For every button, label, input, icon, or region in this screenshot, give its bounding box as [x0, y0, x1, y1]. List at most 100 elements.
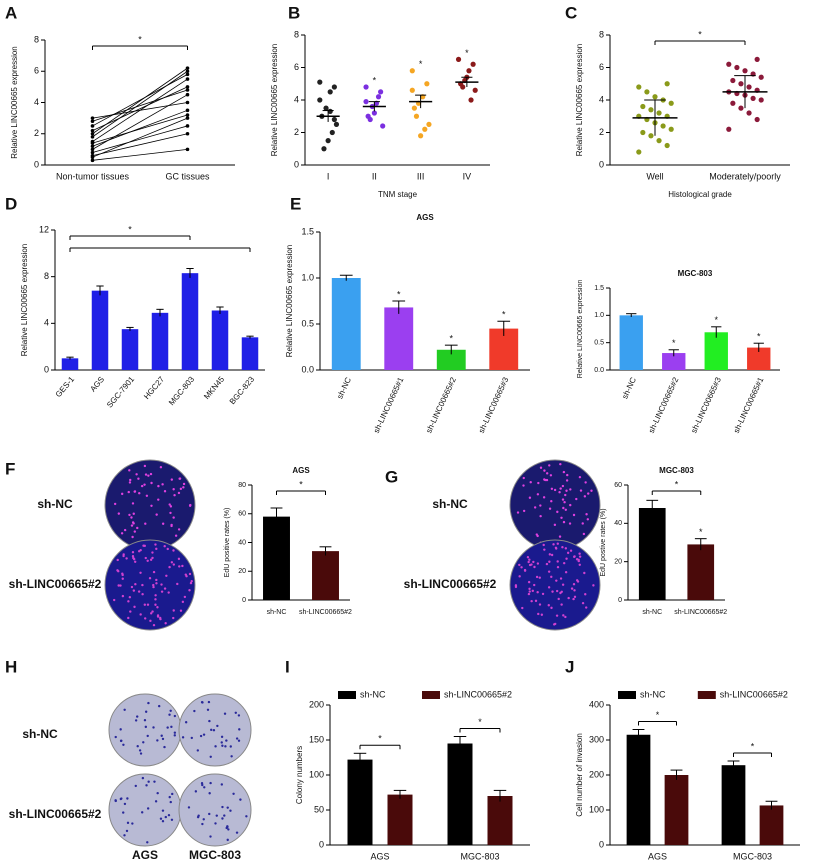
cell-dot [533, 583, 536, 587]
cell-dot [581, 601, 585, 605]
panel-letter: I [285, 657, 290, 676]
x-tick-label: sh-LINC00665#3 [689, 375, 723, 434]
cell-dot [128, 595, 132, 599]
cell-dot [156, 606, 159, 609]
cell-dot [516, 511, 520, 514]
cell-dot [154, 603, 157, 606]
cell-dot [123, 528, 127, 532]
cell-dot [141, 593, 144, 596]
y-tick-label: 1.5 [594, 285, 604, 292]
cell-dot [146, 603, 150, 606]
y-tick-label: 0.0 [594, 367, 604, 374]
cell-dot [161, 522, 165, 525]
cell-dot [564, 508, 568, 511]
cell-dot [119, 584, 122, 587]
cell-dot [547, 586, 551, 589]
point [331, 116, 337, 123]
cell-dot [155, 582, 158, 585]
cell-dot [154, 598, 157, 601]
y-tick-label: 2 [34, 128, 39, 138]
y-tick-label: 0.5 [594, 340, 604, 347]
cell-dot [172, 488, 175, 491]
cell-dot [586, 518, 590, 521]
cell-dot [548, 553, 552, 556]
x-tick-label: I [327, 171, 330, 181]
cell-dot [188, 589, 191, 592]
paired-line [92, 67, 188, 135]
cell-dot [549, 474, 553, 477]
cell-dot [572, 597, 575, 601]
point [644, 89, 650, 95]
cell-dot [170, 818, 174, 821]
point [648, 133, 654, 139]
point [367, 116, 373, 123]
cell-dot [177, 557, 181, 561]
bar [91, 290, 109, 370]
point [317, 97, 323, 103]
x-tick-label: II [372, 171, 377, 181]
dish-image [108, 773, 182, 847]
bar [662, 353, 686, 370]
cell-dot [550, 500, 553, 503]
point [418, 133, 424, 139]
cell-dot [558, 491, 561, 494]
cell-dot [562, 614, 565, 617]
paired-line [92, 70, 188, 138]
y-tick-label: 300 [589, 734, 604, 744]
point [185, 147, 190, 152]
point [185, 66, 190, 70]
point [664, 142, 670, 149]
bar [387, 794, 413, 845]
cell-dot [539, 504, 542, 507]
cell-dot [177, 528, 181, 531]
panel-letter: A [5, 3, 17, 22]
cell-dot [529, 480, 532, 484]
cell-dot [550, 575, 553, 579]
cell-dot [527, 592, 531, 596]
point [90, 153, 95, 158]
cell-dot [182, 482, 186, 486]
x-tick-label: sh-NC [642, 609, 662, 616]
y-tick-label: 1.0 [594, 312, 604, 319]
cell-dot [125, 829, 129, 833]
cell-dot [140, 811, 144, 814]
row-label: sh-NC [37, 497, 73, 511]
cell-dot [174, 534, 178, 537]
cell-dot [181, 600, 185, 604]
y-tick-label: 4 [34, 97, 39, 107]
y-tick-label: 8 [599, 29, 604, 39]
cell-dot [565, 557, 568, 560]
y-tick-label: 150 [309, 734, 324, 744]
cell-dot [181, 736, 185, 739]
cell-dot [187, 806, 191, 809]
panel-letter: F [5, 459, 15, 478]
column-label: MGC-803 [189, 848, 241, 862]
y-tick-label: 0 [599, 159, 604, 169]
dish-image [509, 459, 601, 551]
dish-image [509, 539, 601, 631]
cell-dot [161, 820, 165, 823]
cell-dot [569, 549, 573, 552]
y-axis-label: Relative LINC00665 expression [10, 46, 19, 159]
cell-dot [131, 555, 135, 558]
y-tick-label: 50 [314, 804, 324, 814]
point [90, 147, 95, 152]
point [409, 87, 415, 93]
cell-dot [120, 532, 124, 535]
cell-dot [131, 535, 134, 539]
cell-dot [560, 516, 563, 519]
cell-dot [134, 719, 138, 722]
cell-dot [542, 496, 546, 499]
cell-dot [161, 483, 164, 486]
cell-dot [221, 817, 224, 820]
panel-letter: G [385, 467, 398, 486]
cell-dot [521, 606, 524, 610]
point [750, 95, 756, 101]
cell-dot [176, 582, 179, 586]
y-axis-label: Colony numbers [295, 746, 304, 804]
point [746, 110, 752, 116]
cell-dot [188, 504, 192, 507]
cell-dot [214, 745, 217, 748]
cell-dot [575, 558, 579, 561]
cell-dot [528, 558, 531, 561]
